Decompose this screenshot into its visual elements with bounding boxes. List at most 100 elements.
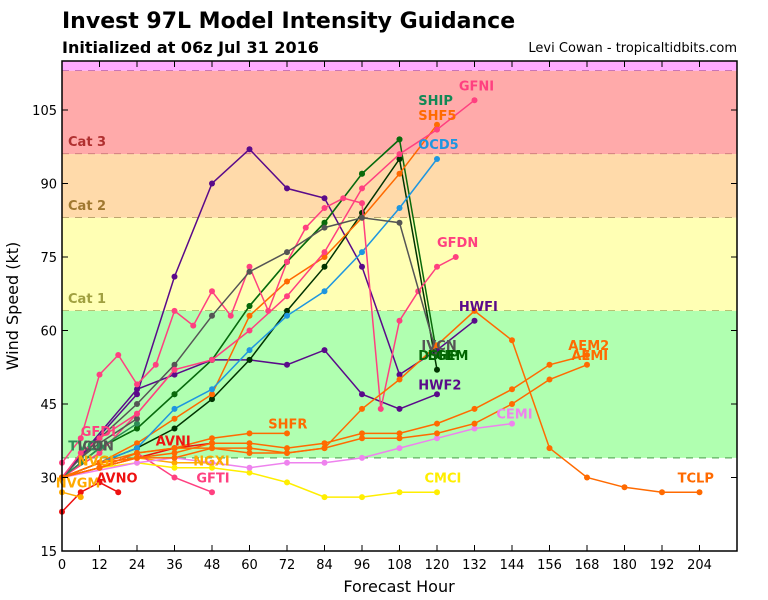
point-gfdn [396,317,403,324]
point-hwfi [471,317,478,324]
point-gfdn [134,381,140,388]
point-shfr [284,430,290,437]
point-aem2 [321,440,328,447]
series-label-shfr: SHFR [268,418,307,433]
point-aemi [584,361,590,368]
series-label-ship: SHIP [418,94,453,109]
point-gfdn [284,258,290,265]
point-hwf2 [359,391,365,398]
series-label-gfdn: GFDN [437,236,478,251]
point-ivcn [396,219,403,226]
point-gfni [209,356,215,363]
point-avno [96,479,103,486]
point-lgem [284,307,290,314]
point-ocd5 [284,312,290,319]
x-tick-label: 72 [279,558,296,573]
x-tick-label: 144 [500,558,525,573]
series-label-cmci: CMCI [425,471,462,486]
x-tick-label: 36 [166,558,183,573]
point-cemi [209,459,215,466]
point-aem2 [171,450,178,456]
series-label-gfti: GFTI [196,471,229,486]
x-axis-label: Forecast Hour [343,577,455,596]
chart-subtitle: Initialized at 06z Jul 31 2016 [62,38,319,57]
point-tclp [359,405,365,412]
point-gfdn [377,405,384,412]
series-label-gfni: GFNI [459,79,494,94]
y-axis-label: Wind Speed (kt) [3,242,22,371]
point-dshp [359,170,365,177]
point-aemi [471,420,478,427]
point-gfdn [209,288,215,295]
point-gfdn [190,322,197,329]
point-ocd5 [396,205,403,211]
series-label-ngxi: NGXI [193,454,229,469]
point-hwfi [209,180,215,187]
point-shf5 [396,170,403,177]
point-aem2 [209,440,215,447]
x-tick-label: 168 [575,558,600,573]
series-label-avni: AVNI [156,435,191,450]
point-hwf2 [284,361,290,368]
series-label-lgem: LGEM [428,349,469,364]
point-lgem [209,396,215,403]
point-dshp [171,391,178,398]
point-hwfi [246,146,253,153]
point-tclp [659,489,665,496]
point-icon [77,454,84,461]
series-label-dshp: DSHP [418,349,459,364]
axes: 0 12 24 36 48 60 72 84 96 108 120 132 144 156 168 180 19… [32,60,738,573]
point-dshp [246,303,253,309]
point-gfdn [434,263,440,270]
category-label-cat-1: Cat 1 [68,292,106,307]
point-ocd5 [321,288,328,295]
point-lgem [396,156,403,162]
y-tick-label: 30 [40,472,57,487]
x-tick-label: 48 [204,558,221,573]
point-tclp [696,489,703,496]
point-gfdn [302,224,309,231]
point-lgem [434,366,440,373]
point-cmci [396,489,403,496]
point-aem2 [509,386,515,393]
point-gfdn [265,307,272,314]
point-gfni [434,126,440,133]
point-ivcn [359,214,365,221]
series-label-cemi: CEMI [496,408,532,423]
point-hwfi [359,263,365,270]
point-aemi [171,454,178,461]
series-label-aem2: AEM2 [568,339,609,354]
point-aemi [396,435,403,442]
y-tick-label: 15 [40,545,57,560]
category-label-cat-2: Cat 2 [68,199,106,214]
point-tvcn [134,420,140,427]
point-gfdn [359,200,365,207]
point-ocd5 [434,156,440,162]
point-ocd5 [171,405,178,412]
point-aemi [246,445,253,452]
point-gfdn [340,195,347,202]
point-tclp [246,450,253,456]
x-tick-label: 192 [650,558,675,573]
point-tclp [209,445,215,452]
point-tclp [171,445,178,452]
point-aem2 [396,430,403,437]
point-gfni [359,185,365,192]
point-cemi [509,420,515,427]
point-gfni [246,327,253,334]
x-tick-label: 132 [462,558,487,573]
point-cmci [246,469,253,476]
point-cmci [284,479,290,486]
x-tick-label: 180 [612,558,637,573]
point-tclp [621,484,628,491]
y-tick-label: 60 [40,325,57,340]
series-line-gfdn [61,197,457,464]
point-tclp [96,464,103,471]
point-cemi [396,445,403,452]
point-lgem [246,356,253,363]
point-tclp [434,342,440,349]
point-aem2 [96,459,103,466]
band-cat-1 [62,217,737,311]
point-aem2 [546,361,553,368]
